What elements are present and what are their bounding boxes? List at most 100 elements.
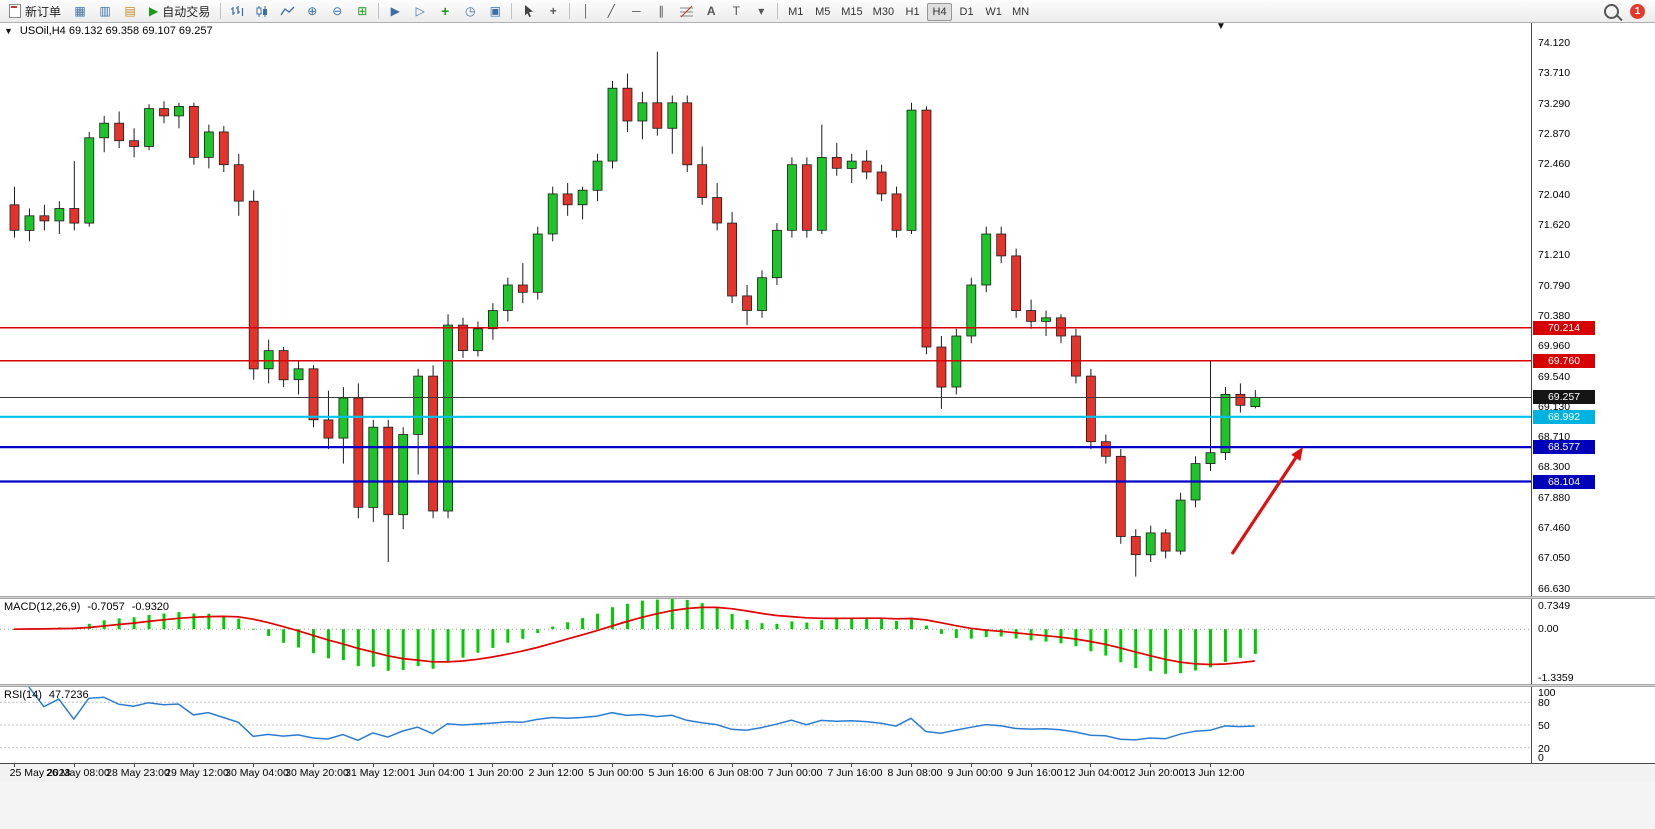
- candle: [1011, 248, 1022, 318]
- pane-splitter[interactable]: [0, 596, 1655, 599]
- new-order-icon: [9, 4, 21, 18]
- macd-histogram-bar: [581, 618, 585, 630]
- macd-histogram-bar: [416, 629, 420, 667]
- time-axis-label: 7 Jun 16:00: [827, 767, 883, 779]
- rsi-plot[interactable]: [0, 687, 1531, 763]
- charts-icon[interactable]: ▦: [74, 4, 86, 18]
- macd-histogram-bar: [312, 629, 315, 654]
- time-axis-label: 9 Jun 16:00: [1007, 767, 1063, 779]
- candle: [712, 183, 723, 231]
- cursor-icon[interactable]: [516, 1, 540, 21]
- timeframe-m1[interactable]: M1: [783, 3, 808, 21]
- candle: [1250, 390, 1261, 409]
- search-icon[interactable]: [1604, 3, 1619, 19]
- line-chart-icon[interactable]: [275, 1, 299, 21]
- macd-histogram-bar: [551, 626, 555, 630]
- price-axis-label: 67.460: [1538, 522, 1571, 534]
- macd-histogram-bar: [1014, 629, 1018, 639]
- price-axis-label: 68.300: [1538, 461, 1571, 473]
- time-axis-label: 7 Jun 00:00: [767, 767, 823, 779]
- macd-signal-line: [13, 606, 1255, 666]
- timeframe-h4[interactable]: H4: [927, 2, 953, 21]
- timeframe-d1[interactable]: D1: [954, 3, 979, 21]
- trendline-icon[interactable]: ╱: [607, 4, 615, 18]
- timeframe-mn[interactable]: MN: [1008, 3, 1033, 21]
- indicators-icon[interactable]: +: [441, 3, 450, 19]
- candle: [697, 146, 708, 205]
- macd-histogram-bar: [491, 629, 495, 648]
- candle: [562, 183, 573, 216]
- chart-shift-icon[interactable]: ▷: [415, 4, 425, 18]
- candle: [861, 150, 872, 180]
- timeframe-m15[interactable]: M15: [837, 3, 866, 21]
- horizontal-line-icon[interactable]: ─: [632, 4, 641, 18]
- bar-chart-icon[interactable]: [225, 1, 249, 21]
- rsi-axis-label: 0: [1538, 752, 1544, 764]
- rsi-axis[interactable]: 100 80 50 20 0: [1531, 687, 1655, 764]
- one-click-trading-arrow[interactable]: ▼: [4, 26, 13, 36]
- candle: [54, 201, 65, 234]
- price-axis[interactable]: 74.120 73.710 73.290 72.870 72.460 72.040 71.6…: [1531, 23, 1655, 596]
- timeframe-m30[interactable]: M30: [869, 3, 898, 21]
- crosshair-icon[interactable]: +: [549, 4, 557, 18]
- toolbar-separator: [378, 3, 380, 19]
- candle: [876, 164, 887, 202]
- macd-histogram-bar: [745, 619, 749, 630]
- market-watch-icon[interactable]: ▥: [99, 4, 111, 18]
- pane-splitter[interactable]: [0, 684, 1655, 687]
- macd-axis-label: -1.3359: [1538, 672, 1574, 684]
- candle: [502, 277, 513, 322]
- macd-axis[interactable]: 0.7349 0.00 -1.3359: [1531, 599, 1655, 684]
- label-tool-icon[interactable]: T: [732, 4, 740, 18]
- time-axis-label: 26 May 08:00: [46, 767, 110, 779]
- macd-histogram-bar: [969, 629, 973, 639]
- macd-plot[interactable]: [0, 599, 1531, 684]
- rsi-axis-label: 50: [1538, 720, 1550, 732]
- arrows-dropdown-icon[interactable]: ▾: [758, 4, 765, 18]
- data-window-icon[interactable]: ▤: [124, 4, 136, 18]
- macd-histogram-bar: [1223, 629, 1227, 662]
- tile-windows-icon[interactable]: ⊞: [357, 4, 368, 18]
- autotrading-label: 自动交易: [162, 4, 211, 19]
- macd-histogram-bar: [850, 617, 854, 630]
- macd-histogram-bar: [461, 629, 465, 658]
- trend-arrow-object[interactable]: [1230, 447, 1303, 555]
- time-tick: [433, 764, 434, 767]
- candle: [24, 208, 35, 242]
- candlestick-chart-icon[interactable]: [250, 1, 274, 21]
- vertical-line-icon[interactable]: │: [582, 4, 591, 18]
- snapshot-icon[interactable]: ▣: [489, 4, 501, 18]
- zoom-out-icon[interactable]: ⊖: [332, 4, 343, 18]
- price-tag: 68.992: [1533, 410, 1595, 424]
- time-axis[interactable]: 25 May 2023 26 May 08:00 28 May 23:00 29 Ma…: [0, 763, 1655, 782]
- toolbar-separator: [511, 3, 513, 19]
- timeframe-w1[interactable]: W1: [981, 3, 1006, 21]
- zoom-in-icon[interactable]: ⊕: [307, 4, 318, 18]
- macd-histogram-bar: [207, 613, 211, 630]
- time-tick: [373, 764, 374, 767]
- channel-icon[interactable]: ∥: [658, 4, 665, 18]
- notification-badge[interactable]: 1: [1630, 3, 1645, 19]
- period-clock-icon[interactable]: ◷: [465, 4, 476, 18]
- text-tool-icon[interactable]: A: [706, 4, 716, 18]
- price-chart-plot[interactable]: [0, 23, 1531, 596]
- macd-histogram-bar: [611, 607, 614, 630]
- chart-shift-marker[interactable]: ▼: [1216, 21, 1226, 32]
- time-axis-label: 13 Jun 12:00: [1183, 767, 1245, 779]
- candle: [906, 102, 917, 234]
- candle: [532, 226, 543, 300]
- autotrading-button[interactable]: ▶ 自动交易: [143, 1, 216, 21]
- fibonacci-icon[interactable]: [674, 1, 698, 21]
- new-order-button[interactable]: 新订单: [3, 1, 67, 21]
- price-axis-label: 66.630: [1538, 583, 1571, 595]
- candle: [607, 80, 618, 169]
- candle: [473, 321, 483, 357]
- time-axis-label: 2 Jun 12:00: [528, 767, 584, 779]
- timeframe-m5[interactable]: M5: [810, 3, 835, 21]
- macd-histogram-bar: [506, 629, 510, 643]
- timeframe-h1[interactable]: H1: [900, 3, 925, 21]
- auto-scroll-icon[interactable]: ▶: [390, 4, 400, 18]
- time-tick: [74, 764, 75, 767]
- candle: [9, 186, 20, 238]
- time-axis-label: 31 May 12:00: [345, 767, 409, 779]
